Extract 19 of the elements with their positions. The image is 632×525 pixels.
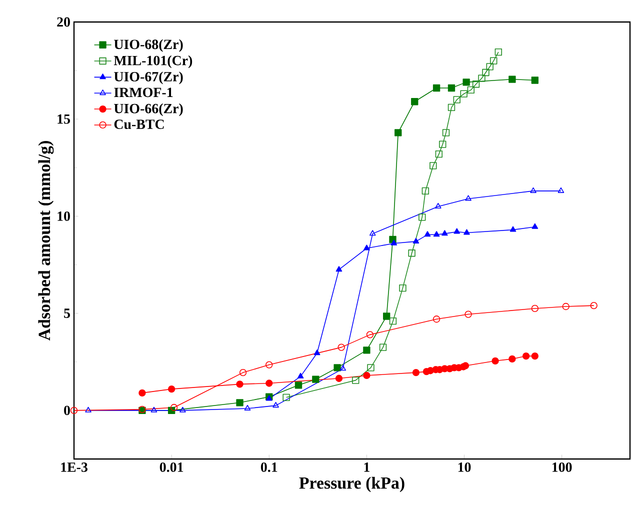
x-tick-label: 0.01 [160,462,184,472]
legend-label: UIO-68(Zr) [114,39,183,52]
x-tick-label: 10 [458,462,471,472]
x-tick-label: 1E-3 [61,462,88,472]
x-tick-label: 100 [552,462,572,472]
x-tick-label: 1 [364,462,370,472]
y-tick-label: 10 [58,211,70,221]
y-tick-label: 5 [64,308,70,318]
y-axis-title: Adsorbed amount (mmol/g) [38,141,54,341]
legend-label: Cu-BTC [114,120,164,130]
y-tick-label: 0 [64,406,70,416]
legend-label: IRMOF-1 [114,88,173,98]
legend-label: UIO-66(Zr) [114,103,183,116]
x-axis-title: Pressure (kPa) [299,476,404,492]
y-tick-label: 20 [57,17,70,27]
legend-label: UIO-67(Zr) [114,72,183,84]
y-tick-label: 15 [58,114,70,124]
x-tick-label: 0.1 [260,462,278,472]
legend-label: MIL-101(Cr) [114,55,192,68]
